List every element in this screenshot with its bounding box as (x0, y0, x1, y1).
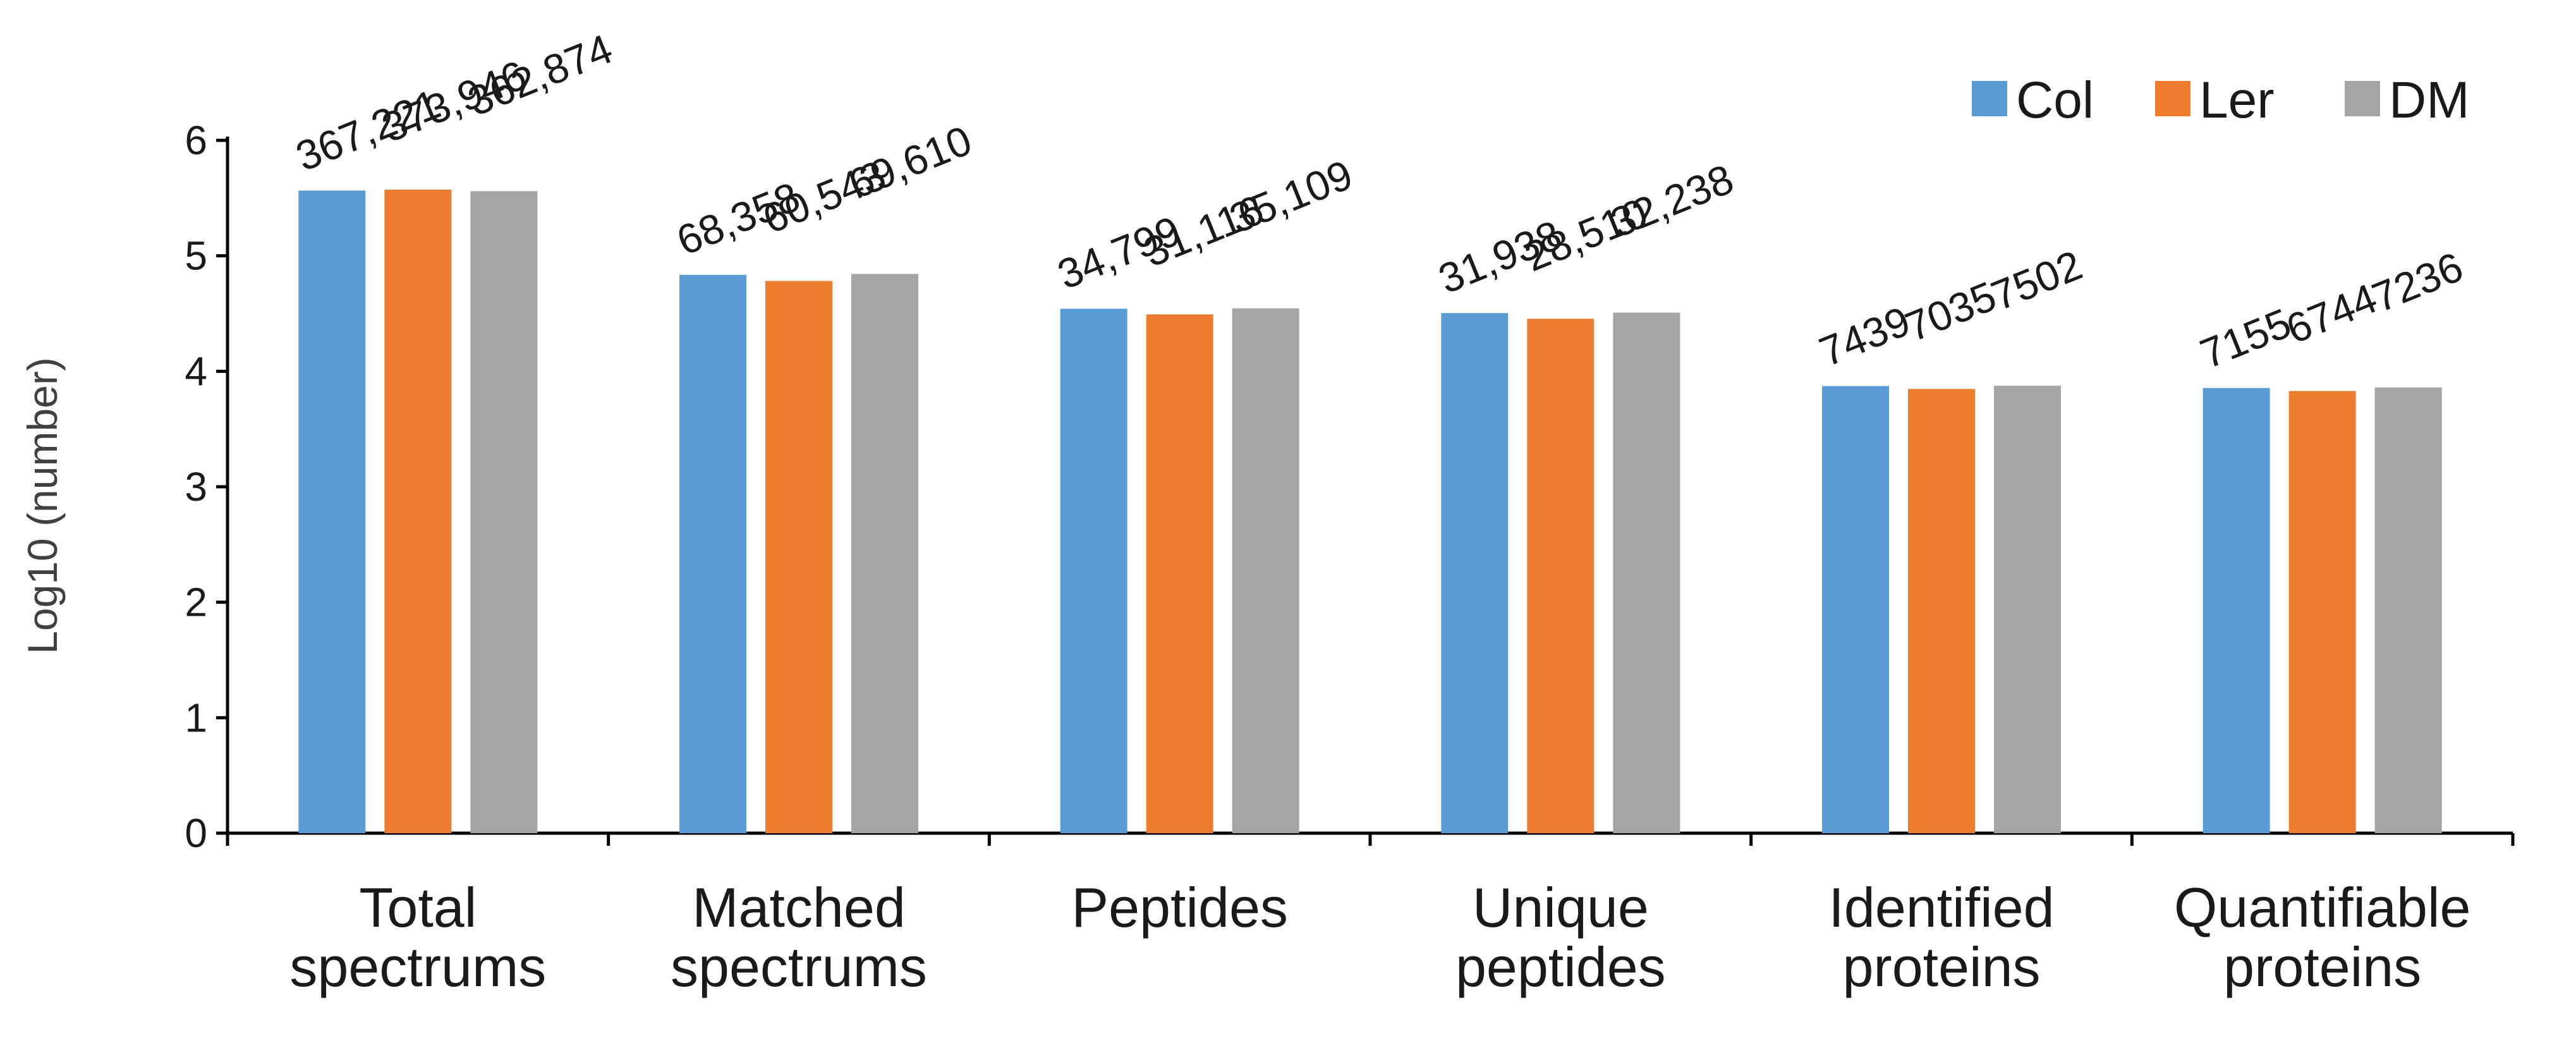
legend-label-ler: Ler (2199, 71, 2275, 129)
x-tick-label: Unique peptides (1455, 876, 1666, 998)
bar-dm-5 (2374, 387, 2442, 833)
x-tick-label-line: Quantifiable (2174, 876, 2471, 939)
x-tick-label: Identified proteins (1828, 876, 2054, 998)
bar-dm-3 (1613, 312, 1680, 833)
x-tick-label-line: peptides (1455, 936, 1666, 998)
x-tick-label-line: Identified (1828, 876, 2054, 939)
bar-col-1 (679, 274, 746, 834)
x-tick-label: Quantifiable proteins (2174, 876, 2471, 998)
bar-col-0 (298, 190, 366, 834)
x-tick-label-line: spectrums (671, 936, 927, 998)
bar-ler-0 (384, 189, 452, 833)
y-axis: 0 1 2 3 4 5 6 (185, 118, 229, 856)
bar-col-3 (1441, 313, 1509, 833)
x-tick-label-line: Matched (692, 876, 906, 939)
bar-col-2 (1060, 308, 1127, 833)
x-tick-label-line: Total (359, 876, 477, 939)
bar-ler-1 (765, 281, 832, 833)
x-tick-label: Matched spectrums (671, 876, 927, 998)
bar-dm-1 (851, 274, 918, 833)
x-tick-label-line: proteins (2223, 936, 2421, 998)
bar-ler-5 (2288, 391, 2356, 833)
y-tick-label: 0 (185, 810, 207, 856)
bar-dm-4 (1994, 386, 2061, 833)
bar-col-4 (1822, 386, 1889, 833)
y-axis-label: Log10 (number) (19, 357, 66, 654)
bar-ler-4 (1908, 389, 1975, 833)
legend-swatch-col (1972, 81, 2007, 116)
bar-dm-0 (470, 191, 538, 834)
bar-col-5 (2202, 388, 2270, 833)
legend-swatch-dm (2345, 81, 2380, 116)
legend-label-dm: DM (2389, 71, 2470, 129)
bar-ler-2 (1146, 314, 1213, 833)
legend-label-col: Col (2016, 71, 2094, 129)
legend: Col Ler DM (1972, 71, 2470, 129)
legend-swatch-ler (2155, 81, 2190, 116)
x-tick-label: Peptides (1071, 876, 1287, 939)
y-tick-label: 5 (185, 233, 207, 279)
x-tick-label-line: Unique (1473, 876, 1649, 939)
x-tick-label-line: proteins (1842, 936, 2040, 998)
y-tick-label: 3 (185, 464, 207, 510)
x-tick-label: Total spectrums (289, 876, 546, 998)
bar-series (298, 189, 2442, 834)
y-tick-label: 1 (185, 695, 207, 740)
y-tick-label: 6 (185, 118, 207, 163)
bar-ler-3 (1527, 319, 1595, 834)
y-tick-label: 2 (185, 580, 207, 625)
y-tick-label: 4 (185, 348, 207, 394)
bar-dm-2 (1232, 308, 1299, 833)
x-tick-label-line: Peptides (1071, 876, 1287, 939)
x-tick-label-line: spectrums (289, 936, 546, 998)
